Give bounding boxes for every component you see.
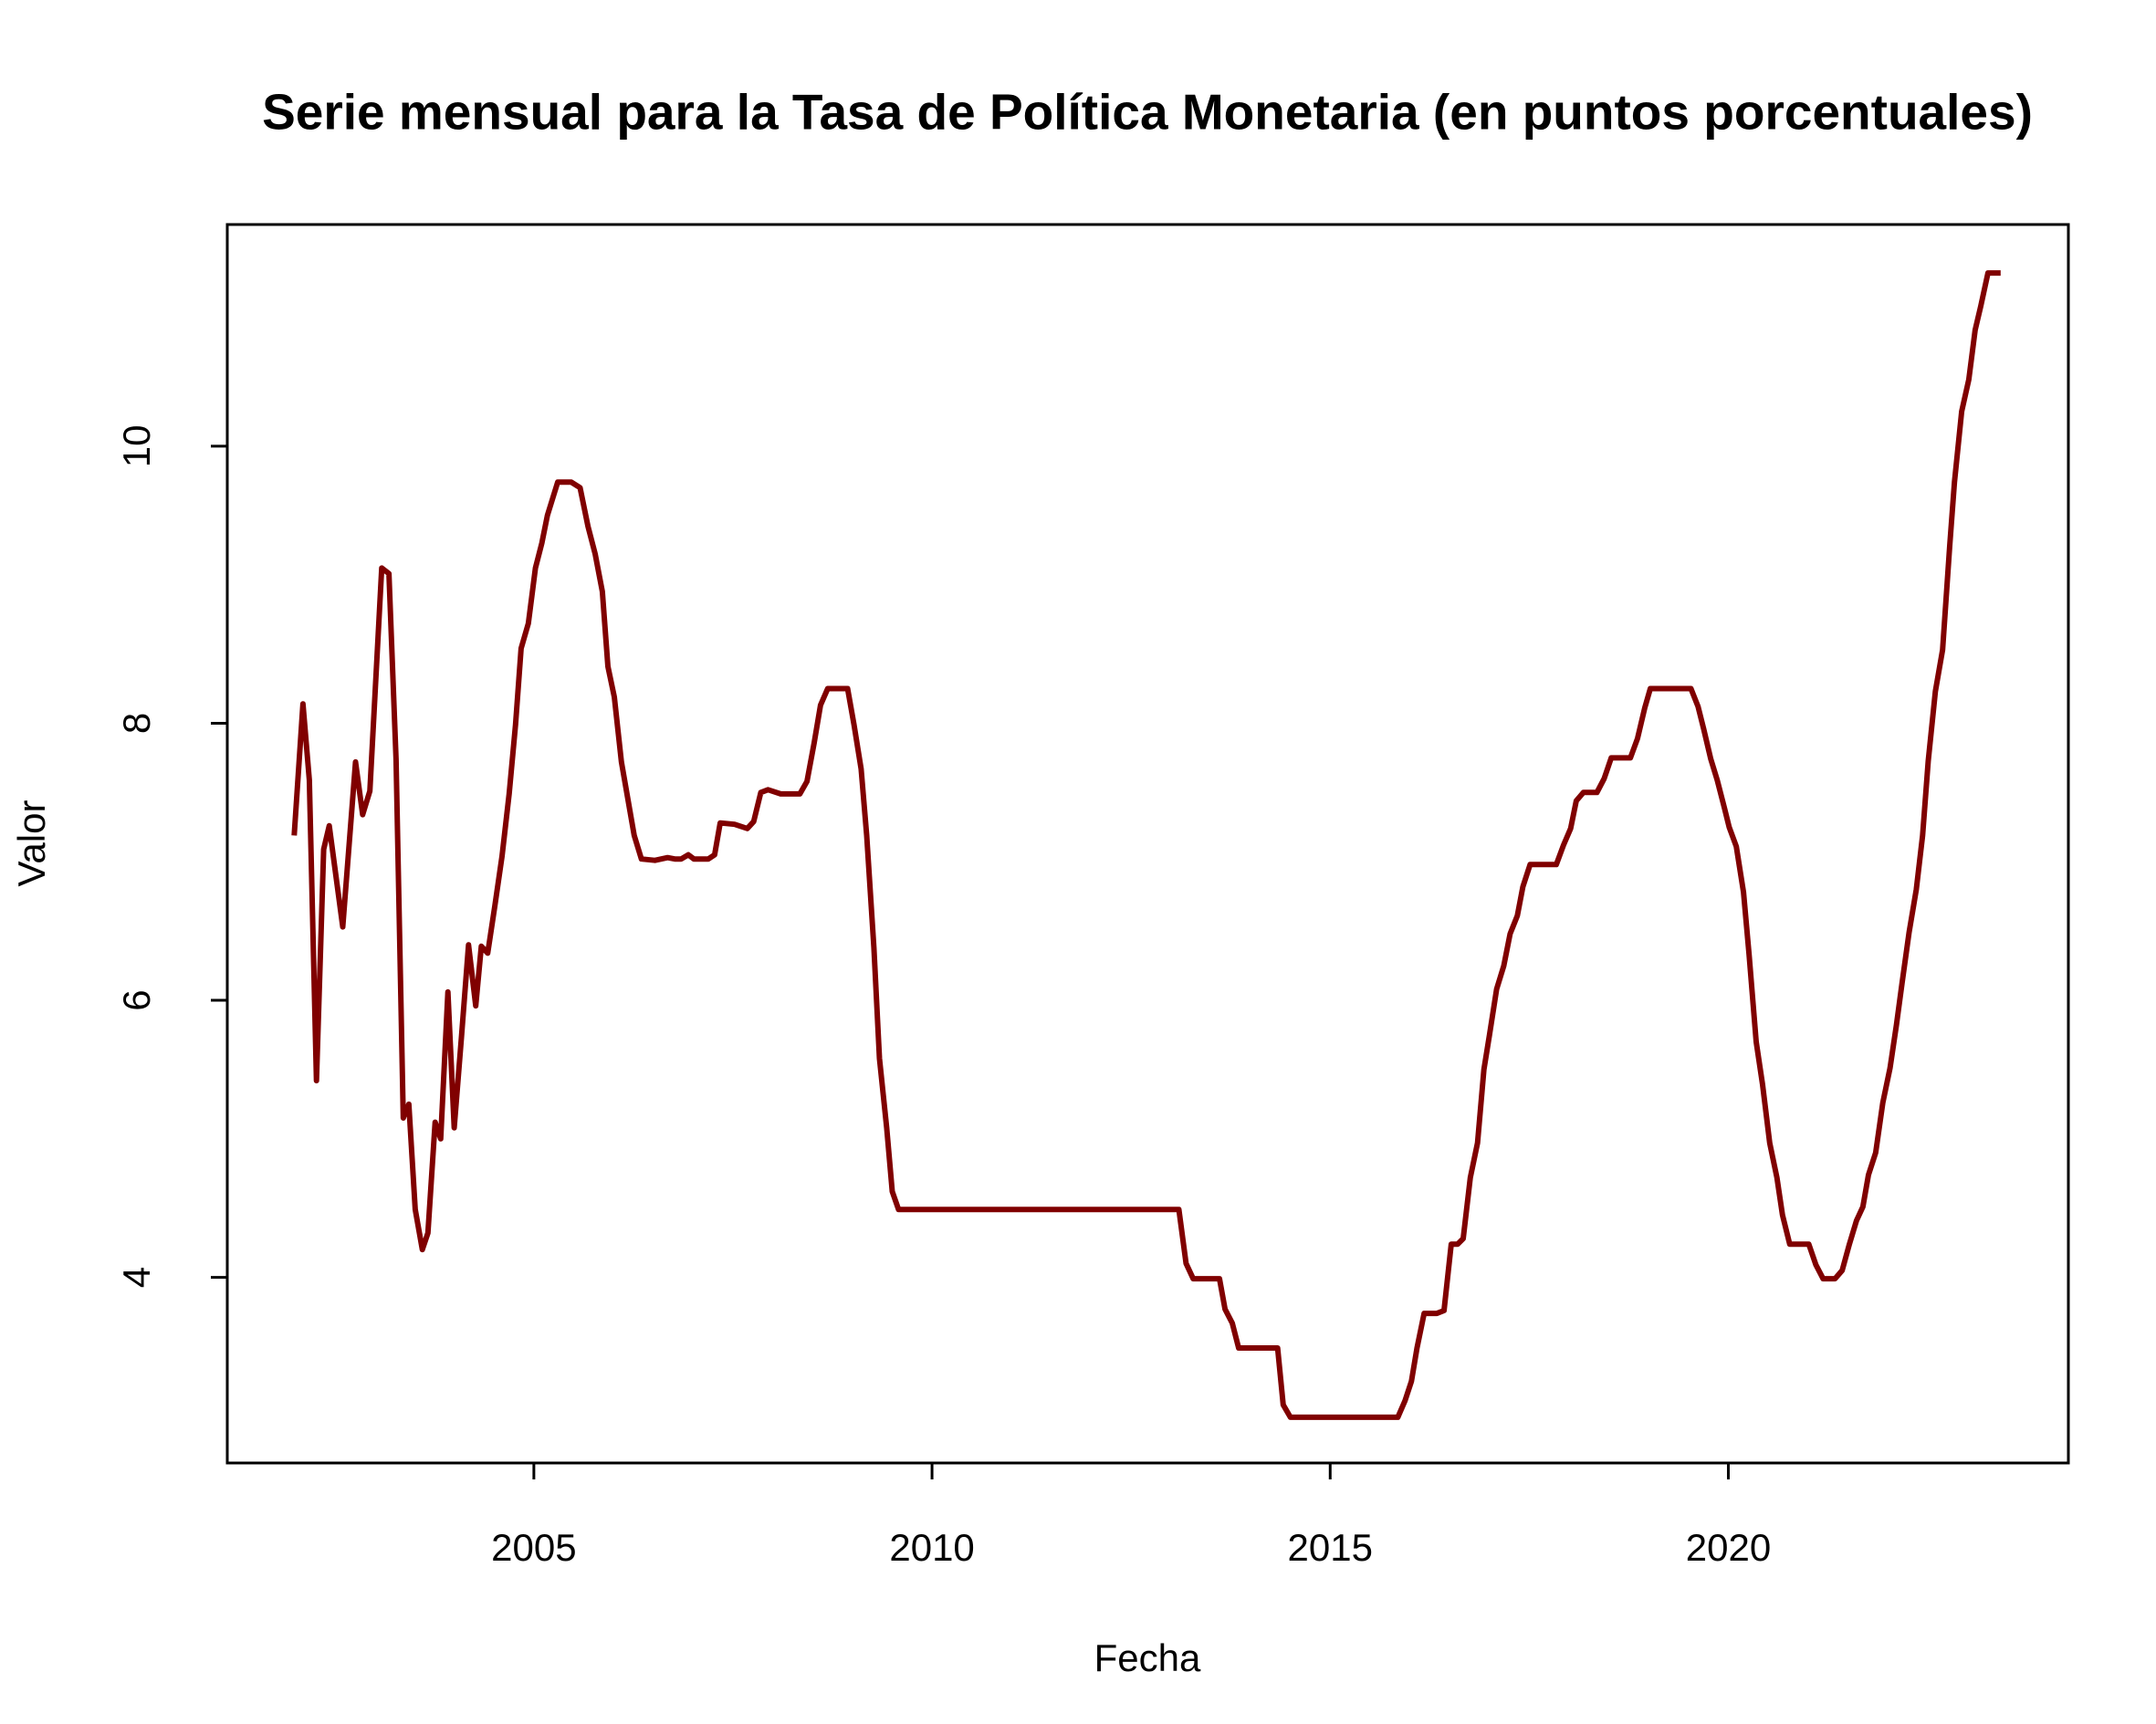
y-tick-label: 4	[115, 1267, 158, 1288]
data-line	[291, 270, 2001, 1420]
y-tick-label: 10	[115, 425, 158, 468]
y-axis-label: Valor	[10, 800, 53, 887]
plot-frame	[225, 223, 2070, 1465]
x-tick-label: 2015	[1288, 1526, 1373, 1569]
x-tick-label: 2005	[491, 1526, 576, 1569]
x-tick-label: 2020	[1686, 1526, 1771, 1569]
y-tick-label: 6	[115, 989, 158, 1010]
x-axis-label: Fecha	[1094, 1636, 1201, 1679]
x-tick-label: 2010	[889, 1526, 974, 1569]
chart-title: Serie mensual para la Tasa de Política M…	[262, 84, 2033, 141]
y-tick-label: 8	[115, 713, 158, 734]
